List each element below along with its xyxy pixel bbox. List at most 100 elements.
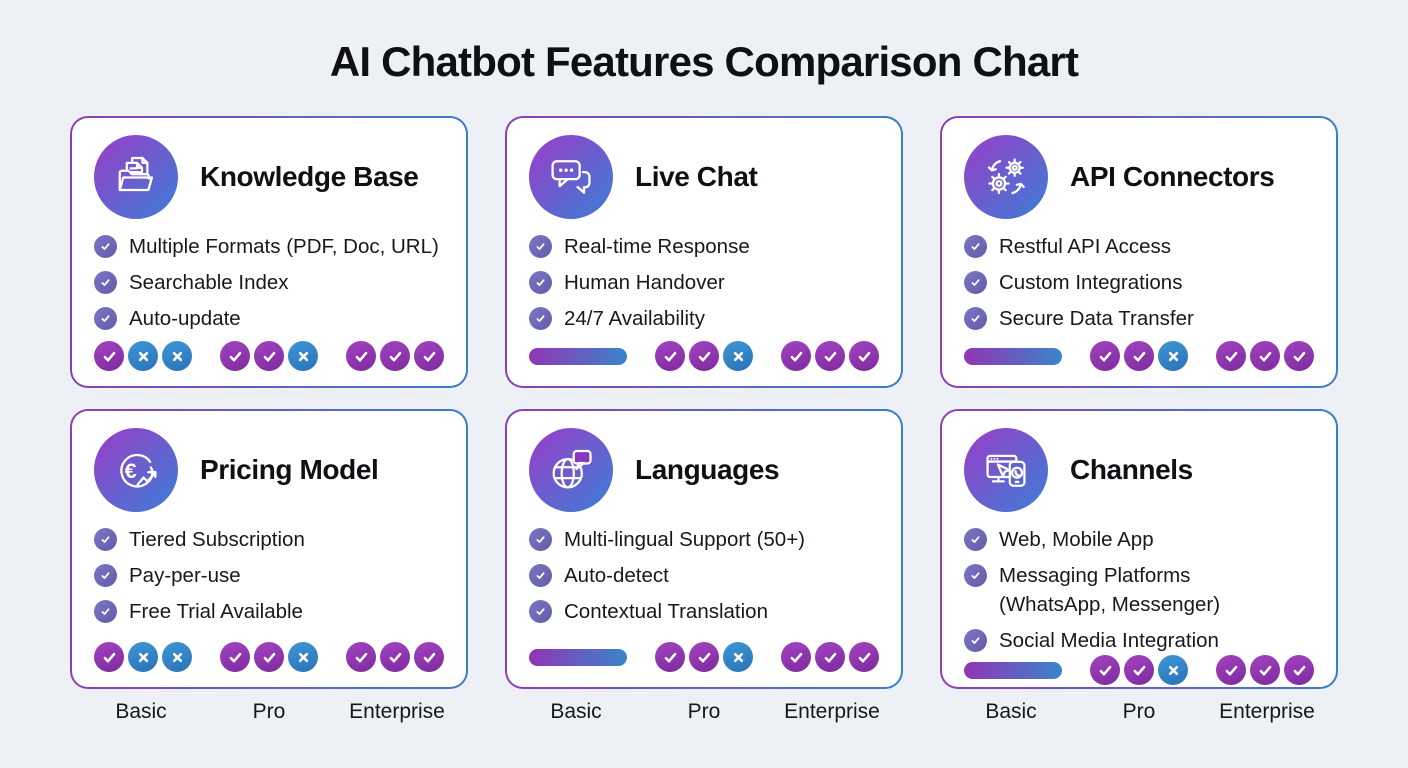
feature-card: Channels Web, Mobile App Messaging Platfo… [940,409,1338,689]
check-badge-icon [346,642,376,672]
card-title: Channels [1070,454,1193,485]
check-badge-icon [414,341,444,371]
feature-text: Multiple Formats (PDF, Doc, URL) [129,235,439,258]
feature-text: Secure Data Transfer [999,307,1194,330]
tier-progress-bar [529,347,627,365]
x-badge-icon [128,642,158,672]
feature-item: Messaging Platforms (WhatsApp, Messenger… [964,561,1314,619]
check-badge-icon [655,642,685,672]
tier-group-pro [1090,655,1188,685]
feature-text: Multi-lingual Support (50+) [564,528,805,551]
x-badge-icon [723,642,753,672]
tier-group-basic [529,648,627,666]
check-icon [964,528,987,551]
tier-group-basic [964,661,1062,679]
tier-labels-column: Basic Pro Enterprise [940,700,1338,724]
cards-grid: Knowledge Base Multiple Formats (PDF, Do… [70,116,1338,689]
feature-text: Restful API Access [999,235,1172,258]
check-badge-icon [1284,341,1314,371]
check-badge-icon [849,642,879,672]
tier-group-basic [964,347,1062,365]
card-header: Languages [529,428,879,512]
check-badge-icon [1090,341,1120,371]
check-badge-icon [1124,655,1154,685]
feature-item: Contextual Translation [529,597,879,626]
tier-label-enterprise: Enterprise [349,700,445,723]
feature-item: Free Trial Available [94,597,444,626]
feature-text: Real-time Response [564,235,750,258]
check-badge-icon [380,642,410,672]
feature-card: Languages Multi-lingual Support (50+) Aut… [505,409,903,689]
chat-bubbles-icon [529,135,613,219]
feature-item: Secure Data Transfer [964,304,1314,333]
feature-item: Restful API Access [964,232,1314,261]
check-badge-icon [1250,655,1280,685]
tier-label-basic: Basic [550,700,602,723]
feature-list: Real-time Response Human Handover 24/7 Ava… [529,232,879,333]
feature-text: Auto-detect [564,564,669,587]
tier-ratings-row [529,341,879,371]
tier-label-pro: Pro [687,700,721,723]
feature-item: 24/7 Availability [529,304,879,333]
tier-progress-bar [964,661,1062,679]
check-icon [94,528,117,551]
feature-text: Auto-update [129,307,241,330]
card-header: Knowledge Base [94,135,444,219]
check-icon [964,235,987,258]
tier-group-enterprise [346,642,444,672]
tier-label-pro: Pro [1122,700,1156,723]
check-badge-icon [220,642,250,672]
gears-sync-icon [964,135,1048,219]
tier-group-pro [1090,341,1188,371]
tier-ratings-row [529,642,879,672]
check-badge-icon [1090,655,1120,685]
tier-label-enterprise: Enterprise [784,700,880,723]
tier-ratings-row [94,642,444,672]
x-badge-icon [162,642,192,672]
check-icon [964,271,987,294]
card-title: Knowledge Base [200,161,419,192]
feature-item: Auto-detect [529,561,879,590]
check-icon [94,271,117,294]
check-badge-icon [689,642,719,672]
check-icon [94,307,117,330]
tier-label-basic: Basic [115,700,167,723]
globe-speech-icon [529,428,613,512]
card-title: Pricing Model [200,454,379,485]
tier-ratings-row [964,655,1314,685]
feature-item: Human Handover [529,268,879,297]
feature-text: Web, Mobile App [999,528,1154,551]
feature-text: Free Trial Available [129,600,303,623]
feature-list: Restful API Access Custom Integrations Sec… [964,232,1314,333]
x-badge-icon [288,341,318,371]
check-badge-icon [94,341,124,371]
check-badge-icon [1250,341,1280,371]
feature-item: Multiple Formats (PDF, Doc, URL) [94,232,444,261]
tier-group-pro [655,642,753,672]
check-icon [529,600,552,623]
feature-item: Pay-per-use [94,561,444,590]
check-badge-icon [1216,655,1246,685]
check-badge-icon [1284,655,1314,685]
check-badge-icon [815,341,845,371]
feature-card: Live Chat Real-time Response Human Handov… [505,116,903,388]
check-icon [964,564,987,587]
feature-item: Multi-lingual Support (50+) [529,525,879,554]
tier-group-basic [94,642,192,672]
feature-text: Tiered Subscription [129,528,305,551]
feature-text: Human Handover [564,271,725,294]
tier-progress-bar [964,347,1062,365]
feature-item: Real-time Response [529,232,879,261]
tier-labels-row: Basic Pro Enterprise Basic Pro Enterprise Basi… [70,700,1338,724]
feature-text: 24/7 Availability [564,307,705,330]
tier-labels-column: Basic Pro Enterprise [70,700,468,724]
feature-item: Custom Integrations [964,268,1314,297]
check-badge-icon [1124,341,1154,371]
x-badge-icon [162,341,192,371]
feature-item: Searchable Index [94,268,444,297]
x-badge-icon [1158,341,1188,371]
tier-label-enterprise: Enterprise [1219,700,1315,723]
feature-list: Web, Mobile App Messaging Platforms (What… [964,525,1314,655]
tier-label-basic: Basic [985,700,1037,723]
check-icon [94,600,117,623]
